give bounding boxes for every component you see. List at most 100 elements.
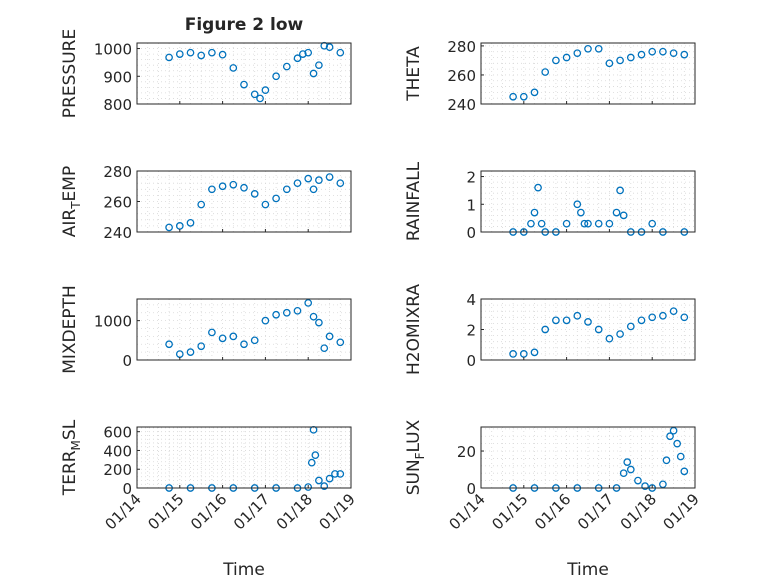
data-point bbox=[573, 311, 582, 320]
data-point bbox=[584, 44, 592, 53]
axes-frame bbox=[136, 42, 352, 105]
data-point bbox=[282, 185, 291, 194]
data-point bbox=[325, 43, 334, 52]
x-tick-label: 01/15 bbox=[488, 490, 531, 533]
data-point bbox=[537, 219, 546, 228]
x-tick-label: 01/16 bbox=[187, 490, 230, 533]
data-point bbox=[272, 72, 280, 81]
axes-background bbox=[137, 427, 351, 488]
data-point bbox=[186, 348, 195, 356]
data-point bbox=[320, 482, 329, 490]
axes-frame bbox=[480, 42, 696, 105]
data-point bbox=[637, 316, 646, 325]
data-point bbox=[534, 183, 542, 192]
data-point bbox=[594, 219, 603, 228]
data-point bbox=[315, 476, 323, 485]
data-point bbox=[272, 194, 280, 203]
axes-frame bbox=[480, 426, 696, 489]
data-point bbox=[619, 469, 628, 478]
data-point bbox=[637, 50, 646, 59]
y-tick-label: 4 bbox=[466, 291, 476, 309]
data-point bbox=[577, 208, 585, 217]
axes-background bbox=[481, 427, 695, 488]
data-point bbox=[641, 482, 649, 491]
data-point bbox=[293, 306, 302, 315]
data-point bbox=[208, 328, 216, 337]
data-point bbox=[304, 174, 313, 183]
data-point bbox=[250, 90, 259, 99]
axes-frame bbox=[480, 170, 696, 233]
data-point bbox=[584, 219, 592, 228]
data-point bbox=[673, 439, 682, 448]
data-point bbox=[256, 94, 264, 103]
data-point bbox=[648, 47, 657, 56]
y-axis-label: SUNFLUX bbox=[404, 419, 427, 495]
data-point bbox=[616, 56, 624, 65]
data-point bbox=[594, 44, 603, 53]
y-axis-label: RAINFALL bbox=[404, 161, 424, 241]
y-tick-label: 2 bbox=[466, 322, 476, 340]
axes-panel-h2omixra: 0 2 4 H2OMIXRA bbox=[404, 284, 696, 375]
x-axis-label-left: Time bbox=[222, 560, 265, 580]
data-point bbox=[261, 86, 270, 94]
data-point bbox=[562, 316, 571, 325]
data-point bbox=[552, 56, 560, 65]
data-point bbox=[240, 340, 248, 349]
data-point bbox=[612, 208, 621, 217]
y-tick-label: 0 bbox=[466, 224, 476, 242]
data-point bbox=[519, 92, 528, 101]
data-point bbox=[229, 180, 238, 189]
data-point bbox=[680, 50, 689, 59]
data-point bbox=[594, 325, 603, 334]
data-point bbox=[552, 316, 560, 325]
data-point bbox=[530, 88, 539, 97]
axes-panel-mixdepth: 0 1000 MIXDEPTH bbox=[60, 285, 352, 374]
data-point bbox=[676, 452, 685, 461]
axes-background bbox=[481, 171, 695, 232]
data-point bbox=[336, 179, 345, 188]
y-tick-label: 0 bbox=[466, 352, 476, 370]
data-point bbox=[680, 467, 689, 476]
y-tick-label: 1 bbox=[466, 196, 476, 214]
data-point bbox=[325, 474, 334, 483]
data-point bbox=[562, 219, 571, 228]
data-point bbox=[165, 53, 173, 62]
data-point bbox=[165, 340, 173, 349]
axes-panel-air-temp: 240 260 280 AIRTEMP bbox=[60, 163, 352, 242]
data-point bbox=[509, 350, 517, 358]
axes-frame bbox=[136, 426, 352, 489]
data-point bbox=[218, 50, 227, 59]
data-point bbox=[240, 80, 248, 89]
data-point bbox=[304, 48, 313, 57]
data-point bbox=[293, 54, 302, 63]
axes-frame bbox=[136, 298, 352, 361]
y-axis-label: THETA bbox=[404, 46, 424, 102]
data-point bbox=[580, 219, 589, 228]
data-point bbox=[272, 310, 280, 319]
data-point bbox=[623, 458, 632, 466]
data-point bbox=[282, 308, 291, 317]
data-point bbox=[616, 186, 624, 195]
y-tick-label: 240 bbox=[103, 224, 132, 242]
figure-title: Figure 2 low bbox=[185, 15, 304, 35]
data-point bbox=[336, 48, 345, 57]
data-point bbox=[336, 470, 345, 478]
data-point bbox=[315, 61, 323, 70]
data-point bbox=[307, 458, 316, 467]
data-point bbox=[584, 318, 592, 326]
y-tick-label: 1000 bbox=[94, 313, 132, 331]
data-point bbox=[634, 476, 642, 485]
y-tick-label: 260 bbox=[447, 67, 476, 85]
y-tick-label: 280 bbox=[103, 163, 132, 181]
data-point bbox=[573, 49, 582, 58]
data-point bbox=[293, 179, 302, 188]
data-point bbox=[218, 334, 227, 343]
data-point bbox=[261, 316, 270, 325]
data-point bbox=[541, 325, 550, 334]
data-point bbox=[626, 465, 635, 474]
x-tick-label: 01/18 bbox=[273, 490, 316, 533]
data-point bbox=[648, 313, 657, 322]
data-point bbox=[298, 50, 307, 58]
